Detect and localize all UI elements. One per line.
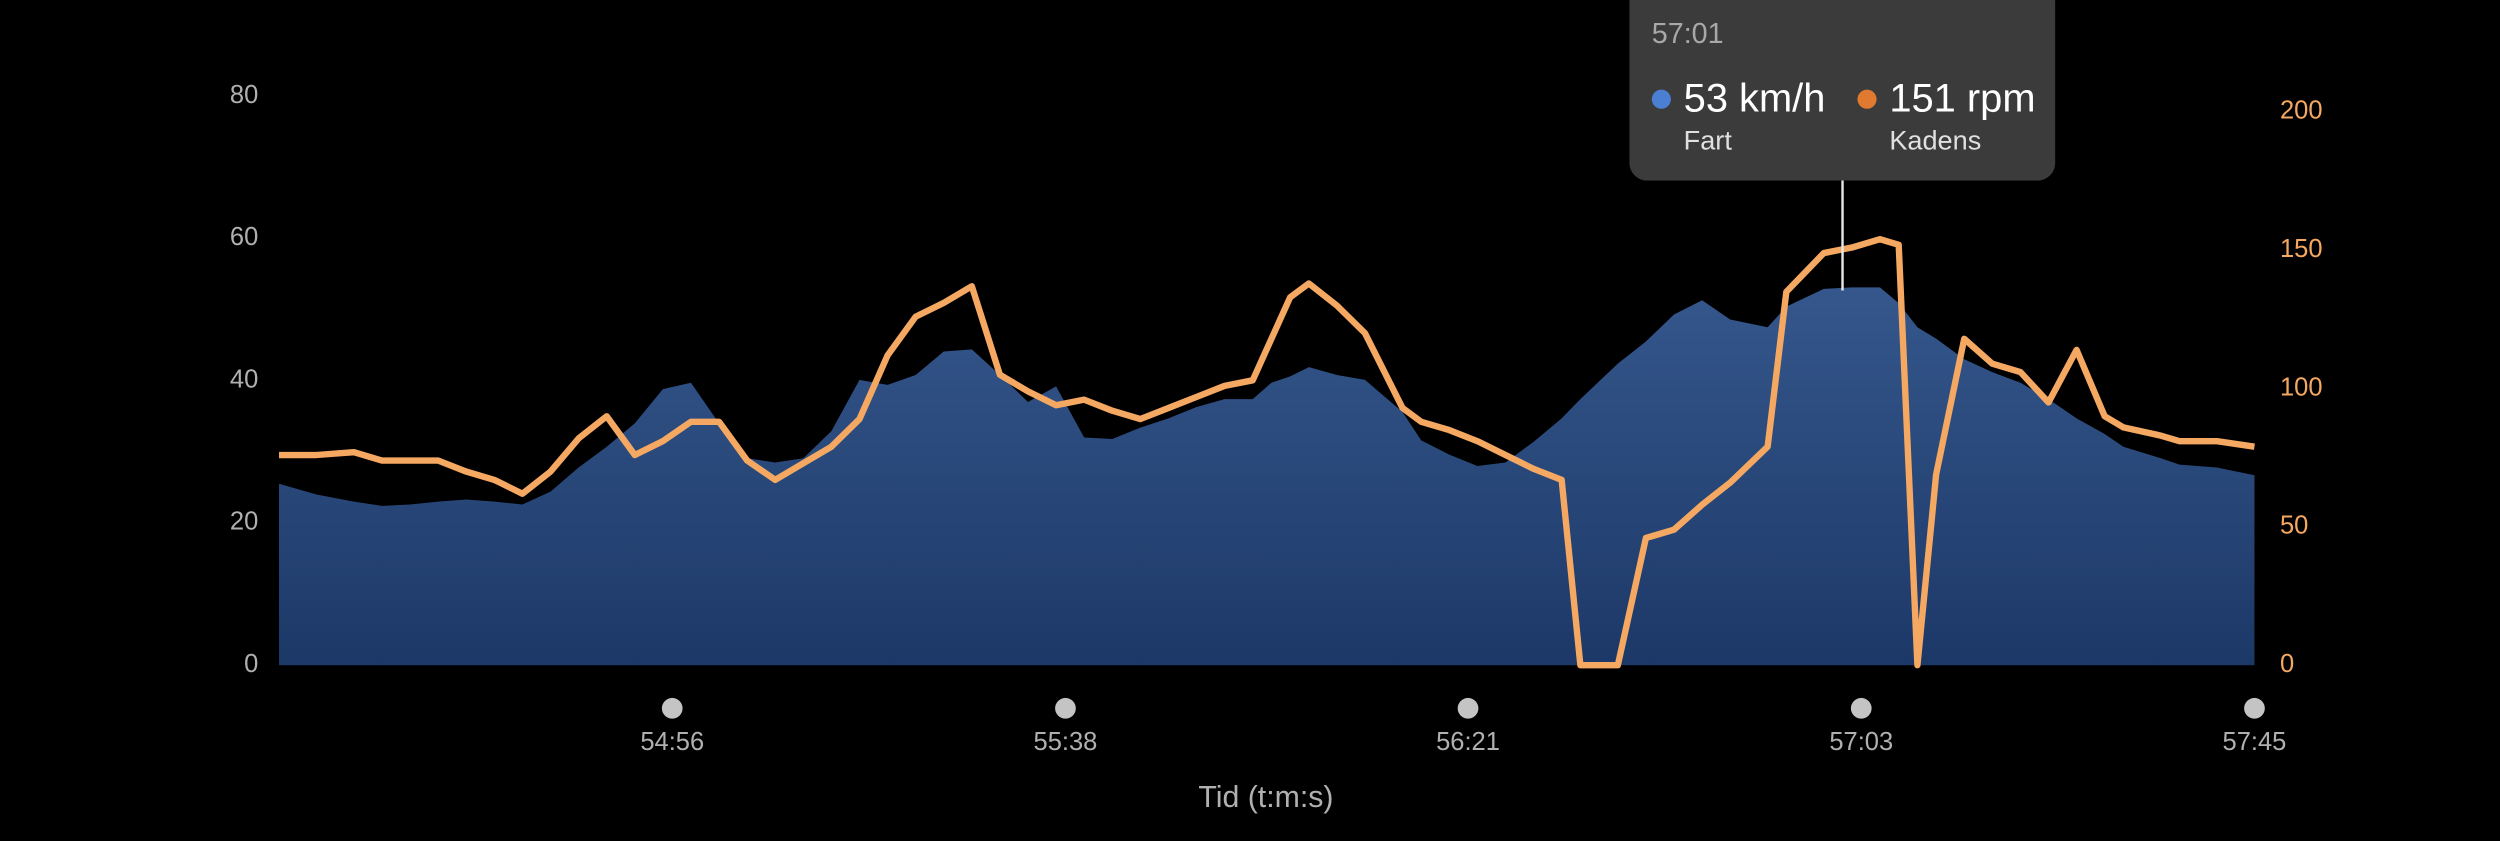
x-tick-label: 55:38 [1034,728,1098,756]
y-tick-label: 60 [230,223,258,251]
y-tick-label: 0 [244,650,258,678]
y2-tick-label: 100 [2280,373,2323,401]
y-tick-label: 20 [230,508,258,536]
y2-tick-label: 50 [2280,512,2308,540]
tooltip-value: 151 rpm [1889,76,2035,120]
x-tick-label: 57:45 [2223,728,2287,756]
y-tick-label: 40 [230,365,258,393]
x-tick-label: 54:56 [640,728,704,756]
tooltip: 57:01 53 km/h Fart 151 rpm Kadens [1629,0,2056,181]
x-tick-label: 56:21 [1436,728,1500,756]
x-tick-label: 57:03 [1829,728,1893,756]
y2-tick-label: 0 [2280,650,2294,678]
tooltip-label: Fart [1684,124,1733,155]
y-tick-label: 80 [230,81,258,109]
x-tick-dot [2244,697,2265,719]
x-tick-dot [1457,697,1479,719]
x-axis-label: Tid (t:m:s) [1198,781,1333,814]
cadence-line [279,236,2255,669]
plot: 0 20 40 60 80 0 50 100 150 200 54:56 55:38 56:21 57:0… [230,81,2323,756]
y2-tick-label: 150 [2280,235,2323,263]
x-tick-dot [1850,697,1872,719]
y2-tick-label: 200 [2280,97,2323,125]
tooltip-dot [1857,89,1877,109]
tooltip-label: Kadens [1889,124,1981,155]
x-tick-dot [1055,697,1076,719]
tooltip-value: 53 km/h [1684,76,1826,120]
tooltip-title: 57:01 [1652,18,1724,50]
x-tick-dot [661,697,683,719]
tooltip-box [1629,0,2056,181]
tooltip-dot [1651,89,1671,109]
speed-area [279,287,2255,666]
